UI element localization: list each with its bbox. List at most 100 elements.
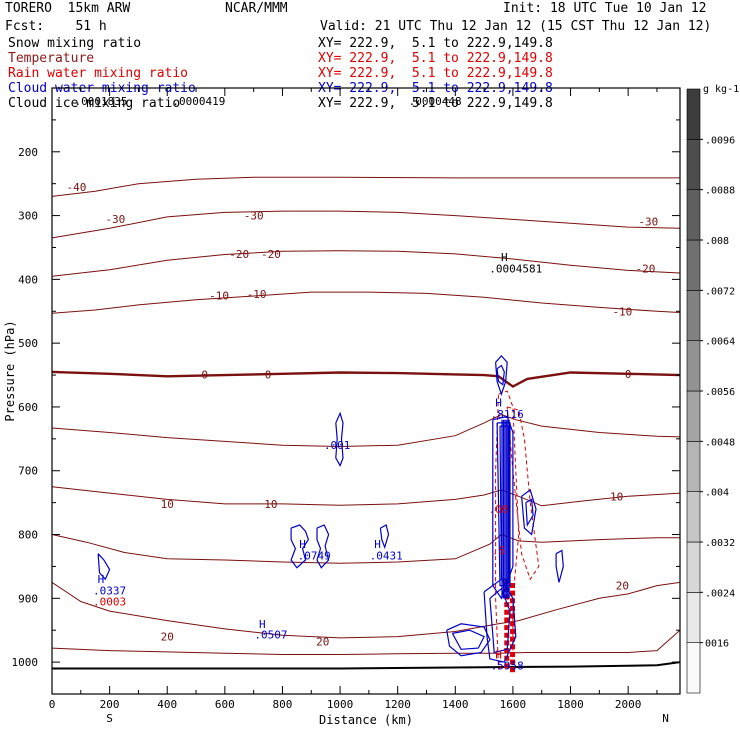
temperature-contour-7 <box>52 533 680 564</box>
temperature-contour-8 <box>52 581 680 639</box>
cloud-water-contour-4 <box>97 553 111 581</box>
rain-core-cell <box>504 640 510 646</box>
colorbar-label: .0096 <box>705 135 735 146</box>
colorbar-segment <box>686 139 701 190</box>
max-annotation: H <box>495 648 502 661</box>
rain-annotation: .5 <box>492 544 505 557</box>
rain-core-cell <box>504 655 510 661</box>
temperature-label: 10 <box>610 490 623 503</box>
temperature-label: -10 <box>209 289 229 302</box>
colorbar-unit: g kg-1 <box>703 84 739 95</box>
valid-time: Valid: 21 UTC Thu 12 Jan 12 (15 CST Thu … <box>320 19 712 34</box>
colorbar-segment <box>686 541 701 593</box>
temperature-label: -20 <box>261 248 281 261</box>
cloud-water-contour-8 <box>496 364 505 386</box>
colorbar-segment <box>686 340 701 392</box>
colorbar-label: .0064 <box>705 337 735 348</box>
colorbar-segment <box>686 642 701 694</box>
max-annotation: .001 <box>324 439 351 452</box>
y-tick-label: 500 <box>18 337 38 350</box>
y-tick-label: 200 <box>18 146 38 159</box>
max-annotation: .0431 <box>370 550 403 563</box>
colorbar-label: .0072 <box>705 286 735 297</box>
cloud-water-contour-16 <box>555 549 564 583</box>
plot-area <box>52 176 680 673</box>
temperature-label: -20 <box>229 248 249 261</box>
max-annotation: H <box>98 573 105 586</box>
max-annotation: .0507 <box>254 629 287 642</box>
cloud-water-contour-3 <box>379 524 390 550</box>
temperature-contour-9 <box>52 629 680 655</box>
ground-surface-line <box>52 661 680 670</box>
x-end-label: N <box>662 712 669 725</box>
y-tick-label: 1000 <box>12 656 39 669</box>
temperature-label: -30 <box>638 215 658 228</box>
max-annotation: H <box>495 396 502 409</box>
colorbar-segment <box>686 189 701 241</box>
temperature-contour-5 <box>52 414 680 448</box>
temperature-label: 0 <box>201 368 208 381</box>
max-annotation: H <box>259 618 266 631</box>
rain-contour-1 <box>506 406 540 581</box>
rain-core-cell <box>510 659 516 665</box>
temperature-contour-3 <box>52 210 680 239</box>
x-axis-title: Distance (km) <box>319 713 413 727</box>
cloud-water-contour-6 <box>451 629 485 650</box>
temperature-label: 0 <box>625 368 632 381</box>
temperature-contour-2 <box>52 250 680 277</box>
max-annotation: H <box>299 538 306 551</box>
cloud-water-contour-1 <box>290 524 310 569</box>
temperature-label: 20 <box>316 636 329 649</box>
legend-xy-cloud-ice: XY= 222.9, 5.1 to 222.9,149.8 <box>318 96 553 111</box>
x-tick-label: 200 <box>100 698 120 711</box>
init-time: Init: 18 UTC Tue 10 Jan 12 <box>503 1 707 16</box>
max-annotation: H <box>374 538 381 551</box>
rain-core-cell <box>510 644 516 650</box>
colorbar-segment <box>686 491 701 543</box>
temperature-contour-1 <box>52 291 680 314</box>
colorbar-label: .0056 <box>705 387 735 398</box>
cloud-ice-annotation: .0000419 <box>172 95 225 108</box>
temperature-contour-6 <box>52 486 680 507</box>
cloud-ice-annotation: .0001835 <box>74 95 127 108</box>
colorbar-label: .0088 <box>705 186 735 197</box>
legend-name-rain: Rain water mixing ratio <box>8 66 189 81</box>
max-annotation: .0003 <box>93 596 126 609</box>
temperature-contour-0 <box>52 370 680 388</box>
colorbar-segment <box>686 290 701 341</box>
legend-name-cloud-ice: Cloud ice mixing ratio <box>8 96 181 111</box>
rain-core-cell <box>510 636 516 642</box>
rain-annotation: .00 <box>489 503 509 516</box>
colorbar-label: .008 <box>705 236 729 247</box>
y-tick-label: 400 <box>18 273 38 286</box>
cloud-water-contour-14 <box>521 488 537 536</box>
x-tick-label: 0 <box>49 698 56 711</box>
cloud-water-contour-7 <box>495 355 508 397</box>
rain-core-cell <box>510 667 516 673</box>
cloud-water-contour-13 <box>489 587 511 654</box>
colorbar-label: .0024 <box>705 588 735 599</box>
colorbar-label: 0016 <box>705 639 729 650</box>
x-tick-label: 400 <box>157 698 177 711</box>
legend-xy-temperature: XY= 222.9, 5.1 to 222.9,149.8 <box>318 51 553 66</box>
temperature-label: 10 <box>161 498 174 511</box>
max-annotation: .0749 <box>298 550 331 563</box>
y-tick-label: 300 <box>18 210 38 223</box>
max-annotation: .0337 <box>93 585 126 598</box>
colorbar-segment <box>686 239 701 291</box>
temperature-label: -10 <box>247 288 267 301</box>
max-annotation: .5958 <box>491 659 524 672</box>
forecast-hour: Fcst: 51 h <box>5 19 107 34</box>
temperature-label: -30 <box>244 210 264 223</box>
temperature-label: -10 <box>612 305 632 318</box>
rain-core-cell <box>504 663 510 669</box>
x-tick-label: 2000 <box>615 698 642 711</box>
colorbar-label: .0048 <box>705 437 735 448</box>
temperature-label: 20 <box>161 631 174 644</box>
colorbar-segment <box>686 390 701 442</box>
colorbar-segment <box>686 441 701 492</box>
x-tick-label: 1400 <box>442 698 469 711</box>
rain-core-cell <box>504 602 510 608</box>
x-tick-label: 1800 <box>557 698 584 711</box>
